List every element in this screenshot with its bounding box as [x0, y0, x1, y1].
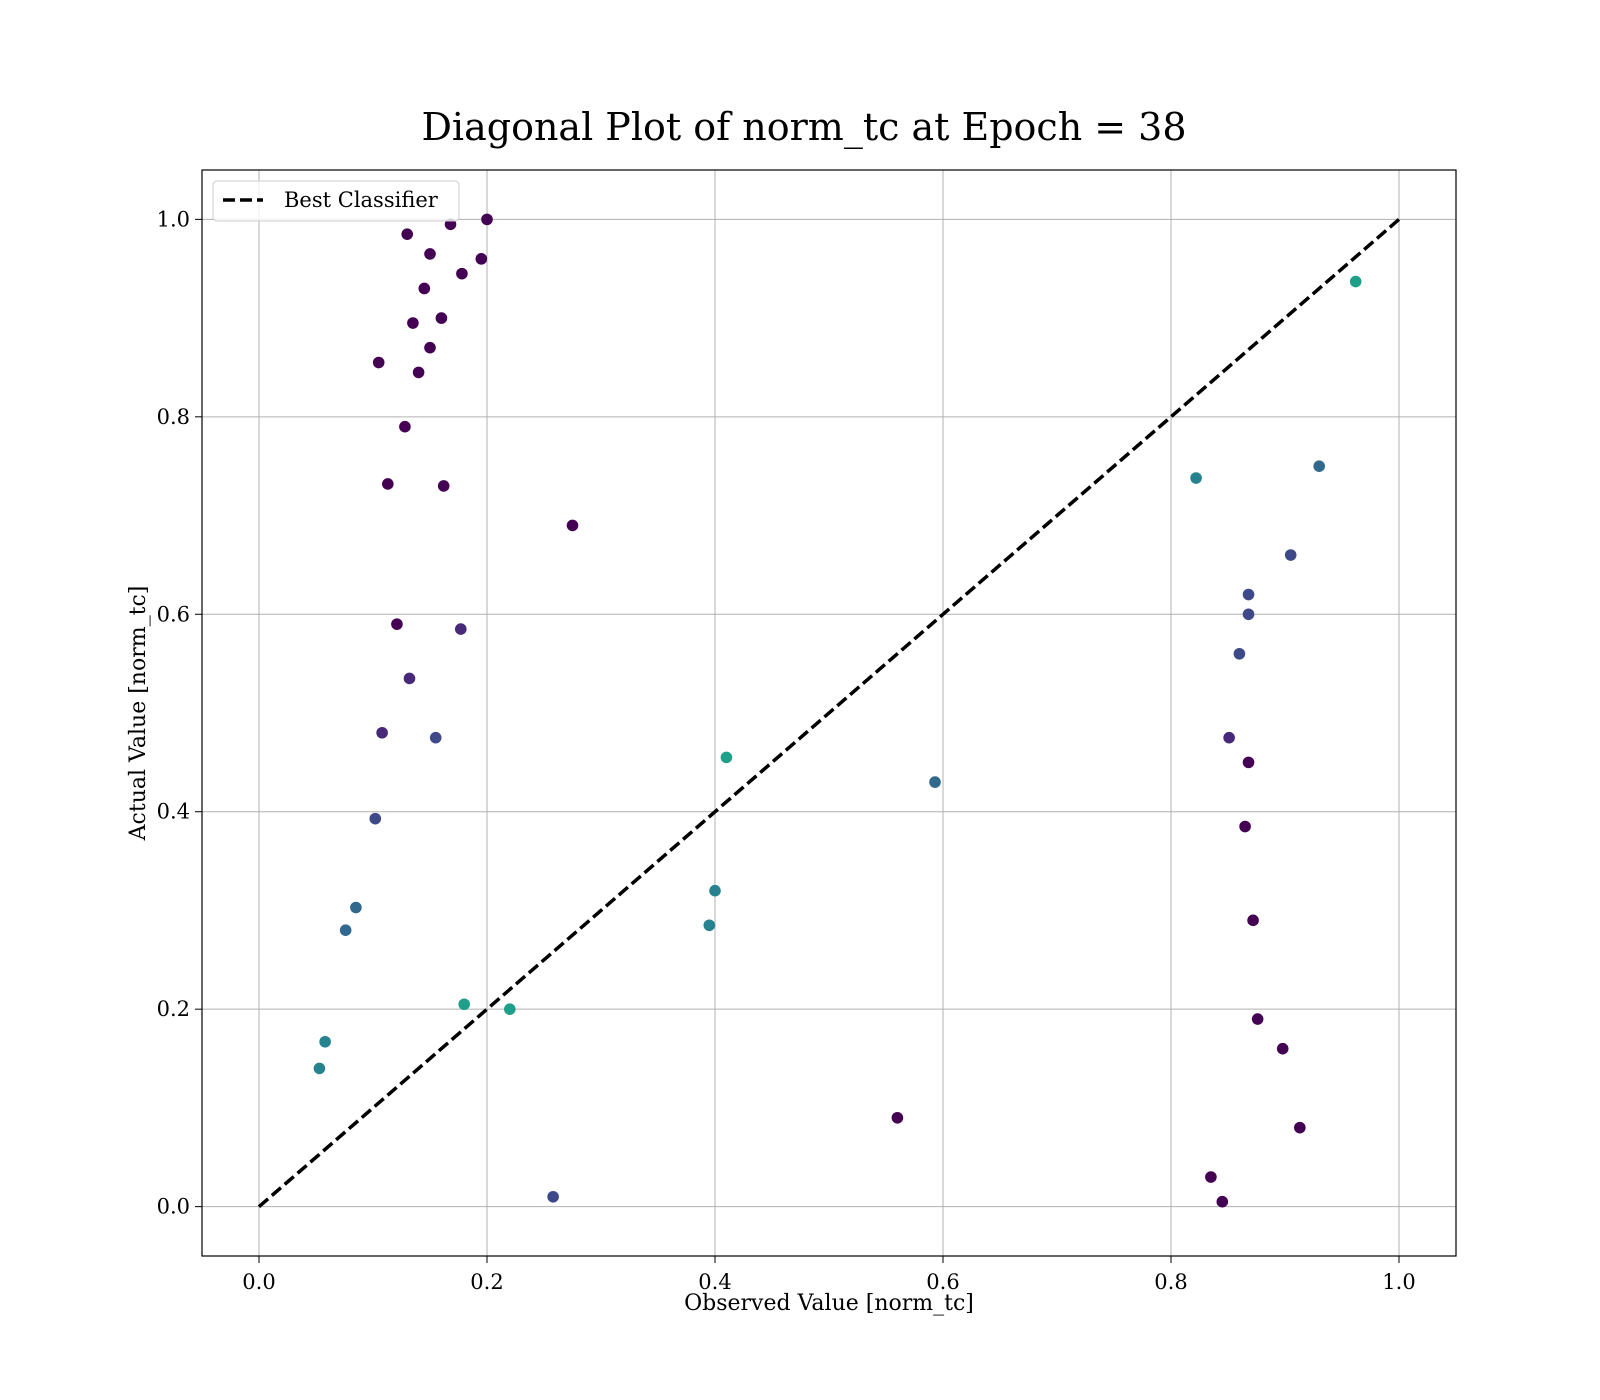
legend-label: Best Classifier	[284, 188, 439, 212]
scatter-point	[424, 341, 436, 354]
scatter-point	[350, 901, 362, 914]
reference-line-group	[257, 218, 1401, 1208]
scatter-point	[435, 312, 448, 324]
x-tick-label: 1.0	[1382, 1270, 1415, 1294]
chart-title: Diagonal Plot of norm_tc at Epoch = 38	[421, 105, 1186, 150]
scatter-point	[1349, 275, 1362, 288]
scatter-point	[709, 884, 721, 897]
scatter-points	[313, 213, 1362, 1208]
scatter-point	[458, 998, 471, 1011]
scatter-point	[339, 924, 352, 936]
scatter-point	[1233, 647, 1246, 660]
scatter-point	[401, 228, 414, 240]
scatter-point	[372, 356, 385, 369]
scatter-point	[1276, 1042, 1289, 1055]
scatter-point	[418, 282, 431, 295]
y-tick-label: 1.0	[157, 207, 190, 231]
x-tick-label: 0.8	[1154, 1270, 1187, 1294]
scatter-point	[407, 317, 419, 329]
scatter-point	[403, 672, 416, 685]
x-tick-label: 0.6	[926, 1270, 959, 1294]
scatter-point	[1242, 588, 1255, 601]
scatter-point	[399, 420, 411, 433]
scatter-point	[369, 812, 382, 825]
scatter-point	[504, 1003, 516, 1015]
scatter-point	[376, 726, 388, 739]
scatter-point	[891, 1111, 904, 1124]
legend-box	[212, 180, 460, 222]
scatter-point	[424, 248, 436, 260]
scatter-point	[313, 1062, 326, 1075]
scatter-point	[1190, 472, 1202, 484]
scatter-point	[391, 618, 403, 630]
scatter-point	[1242, 608, 1255, 621]
scatter-point	[1247, 914, 1259, 927]
y-tick-label: 0.0	[157, 1195, 190, 1219]
scatter-point	[566, 519, 579, 532]
scatter-point	[412, 366, 425, 379]
scatter-point	[1205, 1171, 1217, 1183]
x-axis-label: Observed Value [norm_tc]	[684, 1291, 974, 1316]
plot-frame	[201, 169, 1457, 1257]
scatter-point	[382, 478, 394, 490]
scatter-point	[1313, 460, 1325, 472]
scatter-point	[429, 731, 442, 744]
y-tick-label: 0.4	[157, 800, 190, 824]
scatter-point	[456, 267, 468, 280]
scatter-point	[481, 213, 493, 226]
y-tick-label: 0.2	[157, 997, 190, 1021]
scatter-point	[1251, 1013, 1264, 1025]
x-tick-label: 0.4	[698, 1270, 731, 1294]
y-axis-ticks: 0.0 0.2 0.4 0.6 0.8 1.0	[157, 207, 202, 1219]
scatter-point	[1239, 820, 1251, 833]
legend: Best Classifier	[212, 180, 460, 222]
scatter-point	[703, 919, 716, 932]
y-tick-label: 0.8	[157, 405, 190, 429]
scatter-point	[547, 1190, 559, 1203]
x-axis-ticks: 0.0 0.2 0.4 0.6 0.8 1.0	[242, 1256, 1416, 1294]
scatter-point	[1216, 1195, 1229, 1208]
grid-lines	[202, 170, 1456, 1256]
best-classifier-line	[257, 218, 1401, 1208]
scatter-point	[1242, 756, 1255, 769]
x-tick-label: 0.0	[242, 1270, 275, 1294]
x-tick-label: 0.2	[470, 1270, 503, 1294]
scatter-point	[454, 623, 467, 635]
y-axis-label: Actual Value [norm_tc]	[126, 586, 151, 842]
scatter-point	[319, 1035, 331, 1048]
y-tick-label: 0.6	[157, 602, 190, 626]
scatter-point	[1294, 1121, 1306, 1134]
scatter-point	[1223, 731, 1235, 744]
scatter-point	[929, 776, 941, 788]
scatter-point	[720, 751, 733, 764]
scatter-point	[437, 480, 450, 492]
scatter-point	[1284, 549, 1297, 561]
scatter-point	[475, 253, 488, 265]
